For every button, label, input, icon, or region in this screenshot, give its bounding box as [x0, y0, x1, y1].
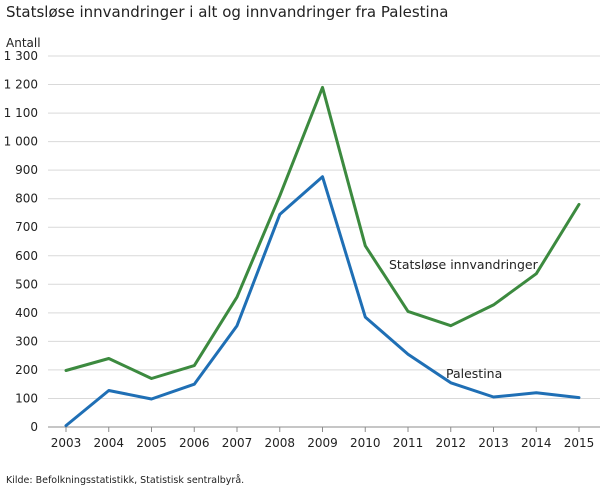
x-tick-label-2014: 2014	[521, 436, 552, 450]
x-tick-label-2010: 2010	[350, 436, 381, 450]
y-tick-label-200: 200	[15, 363, 38, 377]
x-tick-label-2003: 2003	[51, 436, 82, 450]
x-tick-label-2015: 2015	[564, 436, 595, 450]
y-tick-label-1200: 1 200	[4, 78, 38, 92]
x-tick-label-2011: 2011	[393, 436, 424, 450]
x-tick-label-2013: 2013	[478, 436, 509, 450]
y-tick-label-800: 800	[15, 192, 38, 206]
x-tick-label-2007: 2007	[222, 436, 253, 450]
series-label-palestina: Palestina	[446, 366, 502, 381]
x-tick-label-2005: 2005	[136, 436, 167, 450]
series-label-statslose: Statsløse innvandringer	[389, 257, 539, 272]
y-tick-label-400: 400	[15, 306, 38, 320]
y-axis-label: Antall	[6, 36, 41, 50]
source-note: Kilde: Befolkningsstatistikk, Statistisk…	[6, 475, 244, 486]
y-tick-label-1100: 1 100	[4, 106, 38, 120]
y-tick-labels: 0 100 200 300 400 500 600 700 800 900 1 000 1 100 1 …	[4, 49, 38, 434]
grid-layer	[48, 55, 600, 432]
y-tick-label-1000: 1 000	[4, 135, 38, 149]
y-tick-label-100: 100	[15, 391, 38, 405]
x-tick-labels: 2003 2004 2005 2006 2007 2008 2009 2010 2011 2012…	[51, 436, 595, 450]
y-tick-label-900: 900	[15, 163, 38, 177]
y-tick-label-600: 600	[15, 249, 38, 263]
series-line-statslose	[64, 85, 581, 380]
y-tick-label-300: 300	[15, 334, 38, 348]
y-tick-label-700: 700	[15, 220, 38, 234]
x-tick-label-2008: 2008	[264, 436, 295, 450]
y-tick-label-500: 500	[15, 277, 38, 291]
series-line-palestina	[64, 175, 581, 428]
y-tick-label-0: 0	[30, 420, 38, 434]
x-tick-label-2009: 2009	[307, 436, 338, 450]
series-layer	[64, 85, 581, 428]
x-tick-label-2006: 2006	[179, 436, 210, 450]
x-tick-label-2004: 2004	[93, 436, 124, 450]
chart-title: Statsløse innvandringer i alt og innvand…	[6, 3, 448, 21]
x-tick-label-2012: 2012	[435, 436, 466, 450]
y-tick-label-1300: 1 300	[4, 49, 38, 63]
